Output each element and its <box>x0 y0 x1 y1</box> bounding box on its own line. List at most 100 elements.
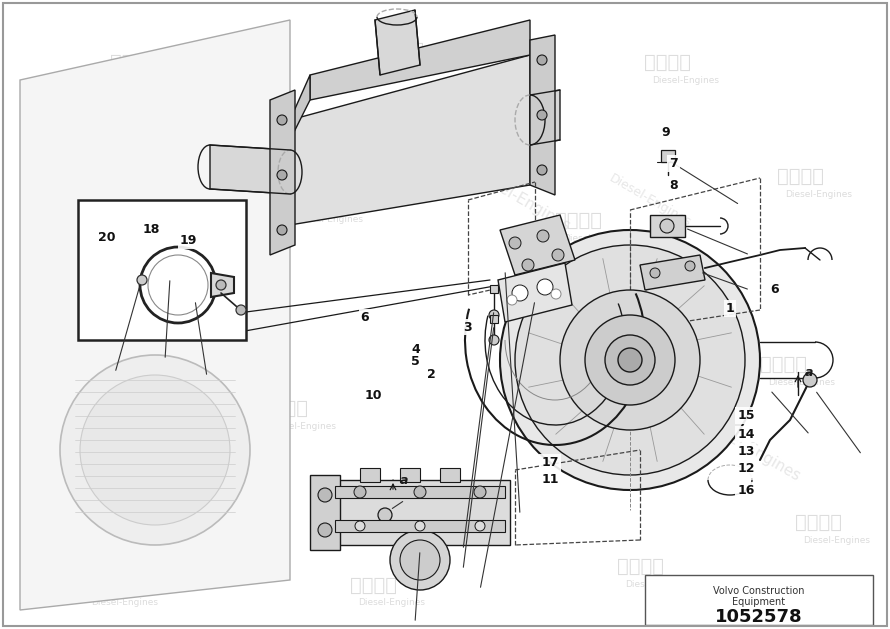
Text: 紫发动力: 紫发动力 <box>48 230 94 248</box>
Text: 紫发动力: 紫发动力 <box>778 167 824 186</box>
Text: 13: 13 <box>737 445 755 458</box>
Text: Volvo Construction: Volvo Construction <box>713 586 805 596</box>
Text: Equipment: Equipment <box>732 597 786 607</box>
Text: Diesel-Engines: Diesel-Engines <box>385 64 452 73</box>
Circle shape <box>277 170 287 180</box>
Text: Diesel-Engines: Diesel-Engines <box>768 378 835 387</box>
Circle shape <box>414 486 426 498</box>
Circle shape <box>277 115 287 125</box>
Text: 5: 5 <box>411 355 420 368</box>
Text: 9: 9 <box>661 126 670 138</box>
Text: 15: 15 <box>737 409 755 421</box>
Circle shape <box>80 375 230 525</box>
Text: Diesel-Engines: Diesel-Engines <box>270 422 336 431</box>
Circle shape <box>585 315 675 405</box>
Text: 3: 3 <box>463 321 472 333</box>
Text: Diesel-Engines: Diesel-Engines <box>626 579 692 589</box>
Bar <box>400 468 420 482</box>
Circle shape <box>685 261 695 271</box>
Circle shape <box>560 290 700 430</box>
Circle shape <box>537 110 547 120</box>
Circle shape <box>390 530 450 590</box>
Circle shape <box>522 259 534 271</box>
Text: 紫发动力: 紫发动力 <box>262 399 308 418</box>
Polygon shape <box>20 20 290 610</box>
Text: 11: 11 <box>541 473 559 486</box>
Text: Diesel-Engines: Diesel-Engines <box>804 535 870 545</box>
Polygon shape <box>375 10 420 75</box>
Text: 紫发动力: 紫发动力 <box>529 399 575 418</box>
Bar <box>645 575 873 625</box>
Text: Diesel-Engines: Diesel-Engines <box>697 415 803 485</box>
Polygon shape <box>500 215 575 275</box>
Text: Diesel-Engines: Diesel-Engines <box>786 189 853 199</box>
Bar <box>335 486 505 498</box>
Text: Diesel-Engines: Diesel-Engines <box>359 598 425 608</box>
Circle shape <box>137 275 147 285</box>
Circle shape <box>216 280 226 290</box>
Circle shape <box>551 289 561 299</box>
Text: Diesel-Engines: Diesel-Engines <box>607 171 693 229</box>
Text: Diesel-Engines: Diesel-Engines <box>563 233 630 243</box>
Text: 19: 19 <box>180 234 198 247</box>
Circle shape <box>537 165 547 175</box>
Bar <box>490 315 498 323</box>
Circle shape <box>515 245 745 475</box>
Text: 1052578: 1052578 <box>716 608 803 626</box>
Text: a: a <box>400 474 409 486</box>
Text: 紫发动力: 紫发动力 <box>351 576 397 594</box>
Text: 10: 10 <box>365 389 383 401</box>
Text: Diesel-Engines: Diesel-Engines <box>118 76 185 86</box>
Text: 12: 12 <box>737 462 755 475</box>
Text: Diesel-Engines: Diesel-Engines <box>47 495 153 565</box>
Circle shape <box>354 486 366 498</box>
Text: 紫发动力: 紫发动力 <box>110 53 157 72</box>
Circle shape <box>277 225 287 235</box>
Text: 紫发动力: 紫发动力 <box>377 41 424 60</box>
Circle shape <box>415 521 425 531</box>
Text: 紫发动力: 紫发动力 <box>21 399 68 418</box>
Text: Diesel-Engines: Diesel-Engines <box>336 481 424 539</box>
Text: Diesel-Engines: Diesel-Engines <box>56 252 123 262</box>
Circle shape <box>512 285 528 301</box>
Bar <box>440 468 460 482</box>
Text: 紫发动力: 紫发动力 <box>796 513 842 532</box>
Text: 紫发动力: 紫发动力 <box>555 211 602 230</box>
Circle shape <box>475 521 485 531</box>
Polygon shape <box>640 255 705 290</box>
Bar <box>360 468 380 482</box>
Text: a: a <box>805 365 813 379</box>
Text: 6: 6 <box>360 311 369 324</box>
Text: Diesel-Engines: Diesel-Engines <box>92 598 158 608</box>
Polygon shape <box>498 263 572 322</box>
Polygon shape <box>290 75 310 140</box>
Polygon shape <box>310 475 340 550</box>
Circle shape <box>537 279 553 295</box>
Text: 7: 7 <box>669 157 678 170</box>
Polygon shape <box>530 35 555 195</box>
Bar <box>78 200 246 340</box>
Text: 20: 20 <box>98 231 116 244</box>
Text: Diesel-Engines: Diesel-Engines <box>167 276 272 345</box>
Polygon shape <box>211 273 234 297</box>
Polygon shape <box>310 20 530 100</box>
Bar <box>650 215 685 237</box>
Circle shape <box>474 486 486 498</box>
Bar <box>335 520 505 532</box>
Text: Diesel-Engines: Diesel-Engines <box>296 214 363 224</box>
Circle shape <box>552 249 564 261</box>
Circle shape <box>500 230 760 490</box>
Circle shape <box>507 295 517 305</box>
Polygon shape <box>330 480 510 545</box>
Text: Diesel-Engines: Diesel-Engines <box>537 422 603 431</box>
Circle shape <box>803 373 817 387</box>
Circle shape <box>537 55 547 65</box>
Bar <box>490 285 498 293</box>
Circle shape <box>378 508 392 522</box>
Circle shape <box>509 237 521 249</box>
Text: Diesel-Engines: Diesel-Engines <box>467 165 573 235</box>
Polygon shape <box>530 90 560 145</box>
Polygon shape <box>270 90 295 255</box>
Circle shape <box>489 310 499 320</box>
Circle shape <box>400 540 440 580</box>
